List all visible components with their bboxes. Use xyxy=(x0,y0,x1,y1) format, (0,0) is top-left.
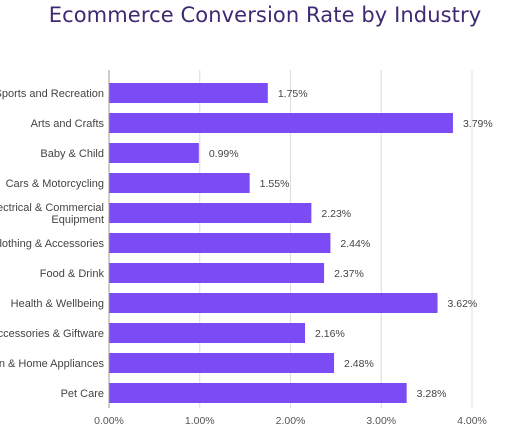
bar xyxy=(109,173,250,193)
x-tick-label: 1.00% xyxy=(185,415,215,427)
value-label: 2.16% xyxy=(315,328,345,340)
chart-title: Ecommerce Conversion Rate by Industry xyxy=(48,3,482,27)
bar xyxy=(109,323,306,343)
category-label: Clothing & Accessories xyxy=(0,238,104,250)
category-label: Arts and Crafts xyxy=(31,118,105,130)
category-label: Pet Care xyxy=(61,388,104,400)
category-label: Food & Drink xyxy=(40,268,105,280)
value-label: 2.48% xyxy=(344,358,374,370)
category-labels: Sports and Recreation Arts and Crafts Baby… xyxy=(0,88,104,400)
category-label: Accessories & Giftware xyxy=(0,328,104,340)
value-label: 3.62% xyxy=(448,298,478,310)
value-label: 0.99% xyxy=(209,148,239,160)
category-label: Sports and Recreation xyxy=(0,88,104,100)
bars xyxy=(109,83,453,403)
category-label: en & Home Appliances xyxy=(0,358,104,370)
bar xyxy=(109,143,199,163)
bar xyxy=(109,203,312,223)
category-label: Equipment xyxy=(51,214,104,226)
bar xyxy=(109,233,331,253)
bar xyxy=(109,353,335,373)
value-label: 3.79% xyxy=(463,118,493,130)
value-label: 2.23% xyxy=(321,208,351,220)
value-label: 1.75% xyxy=(278,88,308,100)
category-label: lectrical & Commercial xyxy=(0,202,104,214)
category-label: Health & Wellbeing xyxy=(11,298,104,310)
bar xyxy=(109,113,453,133)
category-label: Baby & Child xyxy=(40,148,104,160)
bar xyxy=(109,263,325,283)
x-tick-labels: 0.00% 1.00% 2.00% 3.00% 4.00% xyxy=(94,415,487,427)
bar xyxy=(109,383,407,403)
bar xyxy=(109,83,268,103)
value-label: 1.55% xyxy=(260,178,290,190)
x-tick-label: 3.00% xyxy=(366,415,396,427)
category-label: Cars & Motorcycling xyxy=(6,178,104,190)
x-tick-label: 0.00% xyxy=(94,415,124,427)
value-labels: 1.75% 3.79% 0.99% 1.55% 2.23% 2.44% 2.37% 3.62%… xyxy=(209,88,493,400)
x-tick-label: 4.00% xyxy=(457,415,487,427)
value-label: 2.37% xyxy=(334,268,364,280)
value-label: 3.28% xyxy=(417,388,447,400)
x-tick-label: 2.00% xyxy=(276,415,306,427)
bar xyxy=(109,293,438,313)
value-label: 2.44% xyxy=(340,238,370,250)
